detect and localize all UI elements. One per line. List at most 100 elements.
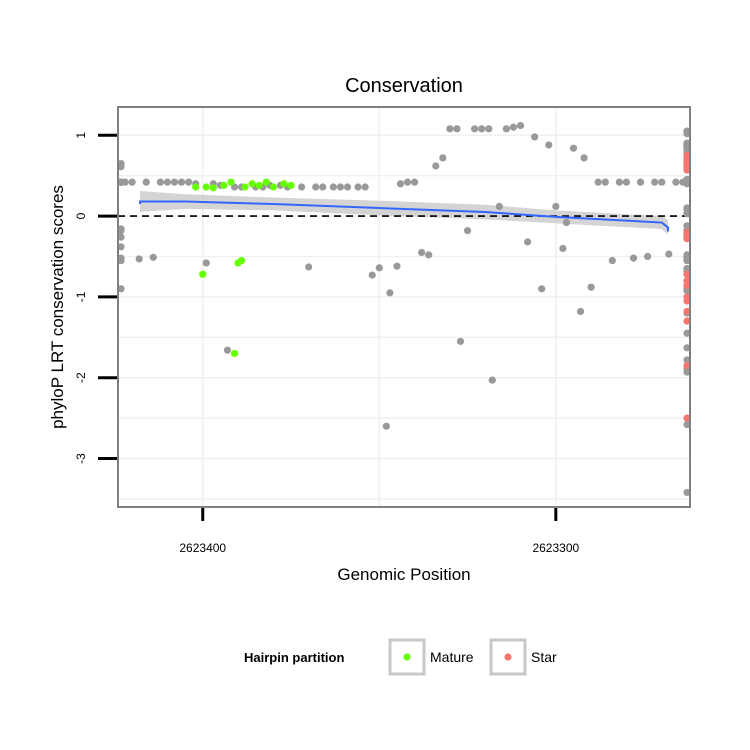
data-point-mature [230, 349, 239, 358]
data-point-other [393, 262, 401, 270]
data-point-other [683, 256, 691, 265]
data-point-other [446, 125, 454, 133]
data-point-star [683, 151, 691, 160]
data-point-other [683, 204, 691, 212]
data-point-other [559, 244, 567, 253]
data-point-mature [209, 184, 217, 192]
data-point-mature [280, 180, 288, 188]
data-point-other [683, 180, 691, 188]
data-point-other [683, 329, 691, 337]
data-point-other [683, 265, 691, 273]
data-point-other [485, 125, 493, 133]
data-point-mature [220, 181, 228, 189]
data-point-mature [241, 183, 249, 191]
data-point-other [368, 271, 376, 279]
x-axis-label: Genomic Position [337, 565, 470, 584]
data-point-other [594, 178, 602, 186]
data-point-other [608, 256, 616, 265]
data-point-star [683, 317, 691, 325]
data-point-other [329, 183, 337, 191]
data-point-other [636, 178, 645, 186]
data-point-mature [287, 181, 295, 189]
data-point-other [509, 123, 518, 131]
data-point-other [672, 178, 680, 186]
data-point-other [135, 255, 143, 263]
data-point-other [396, 180, 405, 188]
data-point-other [644, 252, 652, 261]
data-point-other [432, 162, 440, 170]
data-point-other [117, 256, 125, 265]
data-point-other [354, 183, 362, 191]
data-point-other [658, 178, 666, 186]
data-point-other [202, 259, 210, 267]
data-point-other [319, 183, 327, 191]
data-point-other [538, 285, 546, 293]
data-point-other [683, 356, 691, 364]
x-tick-label: 2623300 [532, 541, 579, 555]
data-point-mature [248, 180, 256, 188]
data-point-other [382, 422, 390, 430]
data-point-other [683, 344, 691, 352]
data-point-other [117, 163, 125, 171]
data-point-other [223, 346, 232, 354]
data-point-mature [227, 178, 235, 186]
legend-swatch-mature [403, 653, 411, 661]
data-point-star [683, 166, 691, 174]
smooth-line-layer [139, 200, 669, 232]
data-point-other [651, 178, 659, 186]
data-point-other [622, 178, 631, 186]
data-point-other [117, 233, 125, 241]
data-point-mature [192, 183, 200, 191]
data-point-mature [262, 178, 270, 186]
data-point-other [117, 225, 125, 233]
data-point-other [117, 243, 125, 251]
y-tick-label: -3 [74, 453, 88, 464]
data-point-other [403, 178, 412, 186]
legend-key-mature [388, 638, 426, 676]
data-point-other [361, 183, 369, 191]
data-point-other [170, 178, 179, 186]
smooth-trend-line [139, 200, 669, 232]
data-point-other [615, 178, 623, 186]
data-point-other [117, 285, 125, 293]
data-point-other [601, 178, 609, 186]
data-point-other [683, 143, 691, 152]
data-point-other [410, 178, 419, 186]
legend-label-star: Star [531, 649, 557, 665]
data-point-other [545, 141, 553, 149]
y-axis-label: phyloP LRT conservation scores [48, 185, 67, 429]
data-point-other [471, 125, 479, 133]
data-point-other [149, 253, 157, 261]
data-point-star [683, 228, 691, 236]
data-point-mature [202, 183, 210, 191]
data-point-other [552, 202, 560, 210]
data-point-other [425, 251, 433, 259]
y-tick-label: -2 [74, 372, 88, 383]
legend-item-star: Star [489, 638, 557, 676]
data-point-other [683, 368, 691, 376]
data-point-other [516, 121, 525, 130]
data-point-other [562, 218, 571, 227]
data-point-other [523, 238, 532, 246]
data-point-star [683, 270, 691, 278]
points-layer [117, 121, 691, 497]
data-point-other [142, 178, 150, 186]
data-point-mature [237, 256, 246, 265]
legend-item-mature: Mature [388, 638, 474, 676]
chart-title: Conservation [345, 75, 463, 97]
data-point-star [683, 293, 691, 301]
data-point-other [683, 420, 691, 429]
data-point-other [121, 178, 129, 186]
y-tick-label: -1 [74, 291, 88, 302]
data-point-other [305, 263, 313, 271]
x-tick-label: 2623400 [179, 541, 226, 555]
data-point-other [683, 488, 691, 497]
legend-label-mature: Mature [430, 649, 474, 665]
data-point-mature [255, 181, 263, 189]
data-point-other [298, 183, 306, 191]
data-point-other [531, 133, 539, 141]
data-point-other [128, 178, 136, 186]
data-point-other [488, 376, 496, 384]
data-point-star [683, 414, 691, 422]
